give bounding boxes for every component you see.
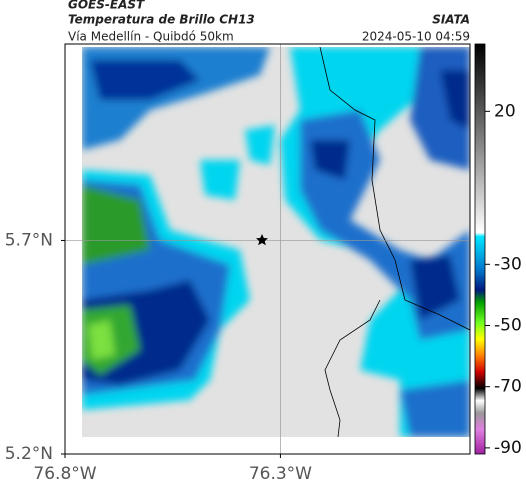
source: GOES-EAST xyxy=(68,0,145,12)
x-tick-label: 76.8°W xyxy=(33,464,96,484)
product: Temperatura de Brillo CH13 xyxy=(68,13,255,27)
colorbar-tick-label: -30 xyxy=(494,254,522,274)
y-tick-label: 5.7°N xyxy=(5,230,53,250)
colorbar-tick-label: -90 xyxy=(494,438,522,458)
y-tick-label: 5.2°N xyxy=(5,444,53,464)
location-star xyxy=(256,234,268,246)
colorbar-tick-label: -50 xyxy=(494,315,522,335)
map-border xyxy=(64,43,471,455)
x-tick-label: 76.3°W xyxy=(249,464,312,484)
colorbar xyxy=(474,43,486,455)
colorbar-tick-label: -70 xyxy=(494,377,522,397)
route: Vía Medellín - Quibdó 50km xyxy=(68,30,234,44)
colorbar-ticks: 20 -30 -50 -70 -90 xyxy=(485,101,522,458)
datetime: 2024-05-10 04:59 xyxy=(362,30,470,44)
satellite-image xyxy=(82,47,470,437)
agency: SIATA xyxy=(432,13,470,27)
colorbar-tick-label: 20 xyxy=(494,101,516,121)
